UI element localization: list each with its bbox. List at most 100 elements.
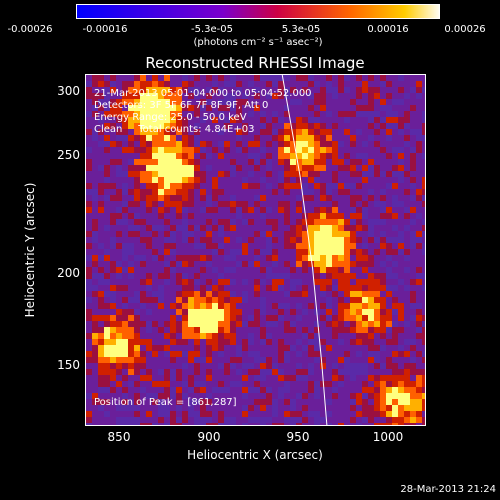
- heatmap-cell: [116, 75, 122, 81]
- heatmap-cell: [176, 147, 182, 153]
- heatmap-cell: [254, 375, 260, 381]
- heatmap-cell: [200, 333, 206, 339]
- heatmap-cell: [86, 327, 92, 333]
- heatmap-cell: [182, 99, 188, 105]
- heatmap-cell: [278, 387, 284, 393]
- heatmap-cell: [338, 297, 344, 303]
- heatmap-cell: [356, 375, 362, 381]
- heatmap-cell: [284, 261, 290, 267]
- heatmap-cell: [254, 171, 260, 177]
- heatmap-cell: [110, 351, 116, 357]
- heatmap-cell: [116, 147, 122, 153]
- heatmap-cell: [386, 375, 392, 381]
- heatmap-cell: [110, 303, 116, 309]
- heatmap-cell: [158, 315, 164, 321]
- heatmap-cell: [182, 165, 188, 171]
- heatmap-cell: [152, 237, 158, 243]
- heatmap-cell: [308, 291, 314, 297]
- heatmap-cell: [368, 171, 374, 177]
- heatmap-cell: [278, 135, 284, 141]
- heatmap-cell: [272, 339, 278, 345]
- heatmap-cell: [212, 381, 218, 387]
- heatmap-cell: [170, 117, 176, 123]
- heatmap-cell: [230, 249, 236, 255]
- heatmap-cell: [176, 243, 182, 249]
- heatmap-cell: [302, 171, 308, 177]
- heatmap-cell: [344, 357, 350, 363]
- heatmap-cell: [140, 381, 146, 387]
- heatmap-cell: [140, 135, 146, 141]
- heatmap-cell: [374, 219, 380, 225]
- heatmap-cell: [200, 153, 206, 159]
- heatmap-cell: [248, 81, 254, 87]
- heatmap-cell: [194, 345, 200, 351]
- heatmap-cell: [176, 297, 182, 303]
- heatmap-cell: [314, 273, 320, 279]
- heatmap-cell: [380, 111, 386, 117]
- heatmap-cell: [296, 195, 302, 201]
- heatmap-cell: [380, 189, 386, 195]
- heatmap-cell: [380, 201, 386, 207]
- heatmap-cell: [410, 75, 416, 81]
- heatmap-cell: [134, 345, 140, 351]
- heatmap-cell: [182, 255, 188, 261]
- heatmap-cell: [314, 279, 320, 285]
- heatmap-cell: [152, 165, 158, 171]
- heatmap-cell: [116, 327, 122, 333]
- heatmap-cell: [272, 279, 278, 285]
- heatmap-cell: [176, 375, 182, 381]
- heatmap-cell: [302, 225, 308, 231]
- heatmap-cell: [164, 399, 170, 405]
- heatmap-cell: [218, 153, 224, 159]
- heatmap-cell: [368, 345, 374, 351]
- heatmap-cell: [278, 399, 284, 405]
- heatmap-cell: [386, 345, 392, 351]
- heatmap-cell: [278, 207, 284, 213]
- heatmap-cell: [326, 111, 332, 117]
- heatmap-cell: [110, 309, 116, 315]
- heatmap-cell: [272, 201, 278, 207]
- heatmap-cell: [362, 153, 368, 159]
- heatmap-cell: [392, 141, 398, 147]
- heatmap-cell: [362, 165, 368, 171]
- heatmap-cell: [170, 279, 176, 285]
- heatmap-cell: [152, 147, 158, 153]
- heatmap-cell: [416, 357, 422, 363]
- heatmap-cell: [122, 363, 128, 369]
- heatmap-cell: [386, 213, 392, 219]
- heatmap-cell: [314, 225, 320, 231]
- heatmap-cell: [416, 375, 422, 381]
- heatmap-cell: [206, 123, 212, 129]
- y-tick-label: 300: [57, 84, 80, 98]
- heatmap-cell: [362, 303, 368, 309]
- heatmap-cell: [404, 351, 410, 357]
- heatmap-cell: [422, 333, 425, 339]
- heatmap-cell: [356, 279, 362, 285]
- heatmap-cell: [128, 117, 134, 123]
- heatmap-cell: [200, 291, 206, 297]
- heatmap-cell: [218, 249, 224, 255]
- heatmap-cell: [98, 87, 104, 93]
- heatmap-cell: [356, 393, 362, 399]
- heatmap-cell: [290, 357, 296, 363]
- heatmap-cell: [398, 219, 404, 225]
- heatmap-cell: [326, 327, 332, 333]
- heatmap-cell: [416, 183, 422, 189]
- heatmap-cell: [86, 201, 92, 207]
- heatmap-cell: [308, 111, 314, 117]
- heatmap-cell: [212, 369, 218, 375]
- heatmap-cell: [272, 315, 278, 321]
- heatmap-cell: [140, 153, 146, 159]
- heatmap-cell: [290, 189, 296, 195]
- heatmap-cell: [104, 237, 110, 243]
- heatmap-cell: [176, 303, 182, 309]
- heatmap-cell: [374, 297, 380, 303]
- heatmap-cell: [410, 129, 416, 135]
- heatmap-cell: [410, 381, 416, 387]
- heatmap-cell: [104, 147, 110, 153]
- heatmap-cell: [416, 285, 422, 291]
- heatmap-cell: [362, 267, 368, 273]
- heatmap-cell: [374, 81, 380, 87]
- heatmap-cell: [320, 153, 326, 159]
- heatmap-cell: [386, 285, 392, 291]
